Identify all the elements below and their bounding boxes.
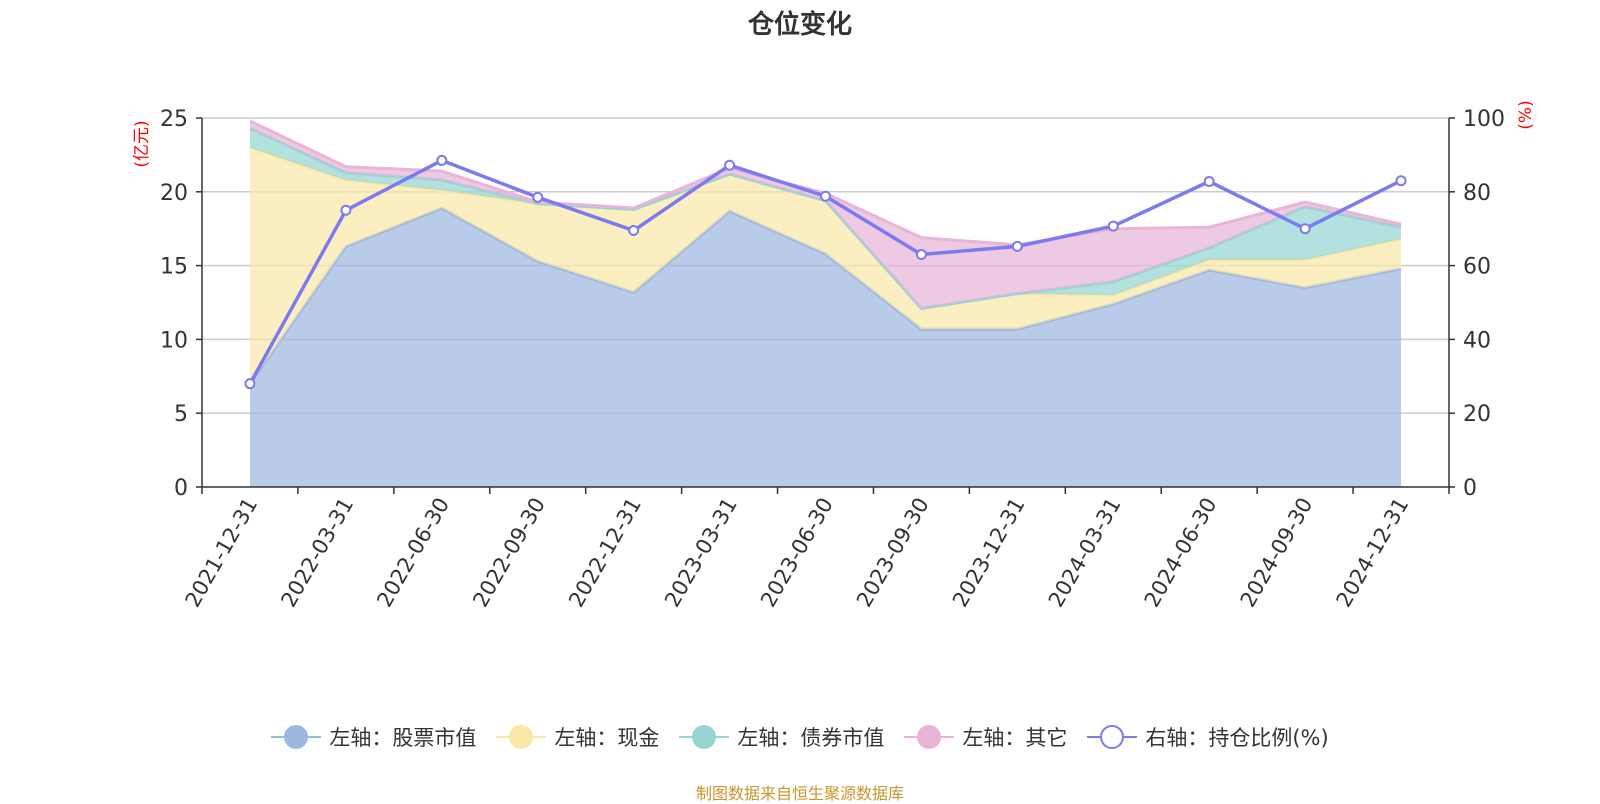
line-point-12 [1395, 175, 1407, 187]
legend-label: 左轴：其它 [962, 726, 1068, 750]
line-point-3 [532, 191, 544, 203]
right-tick-label-0: 0 [1463, 476, 1477, 501]
left-tick-label-4: 20 [160, 181, 188, 206]
line-point-11 [1299, 223, 1311, 235]
legend-label: 左轴：债券市值 [737, 726, 885, 750]
left-tick-label-0: 0 [174, 476, 188, 501]
chart-title: 仓位变化 [747, 10, 852, 40]
line-point-2 [436, 154, 448, 166]
right-tick-label-5: 100 [1463, 107, 1505, 132]
left-tick-label-2: 10 [160, 328, 188, 353]
line-point-8 [1011, 240, 1023, 252]
legend-item-3[interactable]: 左轴：其它 [904, 722, 1067, 752]
x-tick-label-7: 2023-09-30 [852, 494, 934, 612]
line-point-7 [915, 249, 927, 261]
left-tick-label-5: 25 [160, 107, 188, 132]
left-tick-label-3: 15 [160, 255, 188, 280]
right-axis-label: (%) [1516, 100, 1536, 129]
legend-item-0[interactable]: 左轴：股票市值 [271, 722, 476, 752]
line-point-6 [820, 190, 831, 202]
x-tick-label-12: 2024-12-31 [1332, 494, 1414, 612]
left-axis-label: (亿元) [132, 120, 152, 167]
legend-marker-icon [496, 725, 547, 749]
line-point-5 [724, 159, 736, 171]
chart-legend: 左轴：股票市值 左轴：现金 左轴：债券市值 左轴：其它 右轴：持仓比例(%) [0, 722, 1600, 752]
legend-item-1[interactable]: 左轴：现金 [496, 722, 659, 752]
x-tick-label-8: 2023-12-31 [948, 494, 1030, 612]
right-tick-label-4: 80 [1463, 181, 1491, 206]
left-tick-label-1: 5 [174, 402, 188, 427]
x-tick-label-1: 2022-03-31 [276, 494, 358, 612]
area-series-1 [250, 147, 1401, 384]
legend-marker-icon [1087, 725, 1138, 749]
area-series-0 [250, 208, 1401, 487]
line-point-0 [244, 378, 256, 390]
line-point-10 [1203, 175, 1215, 187]
x-tick-label-11: 2024-09-30 [1236, 494, 1318, 612]
x-tick-label-9: 2024-03-31 [1044, 494, 1126, 612]
line-point-9 [1107, 220, 1119, 232]
area-series-3 [250, 121, 1401, 309]
right-tick-label-3: 60 [1463, 255, 1491, 280]
line-point-1 [340, 204, 352, 216]
legend-marker-icon [271, 725, 322, 749]
x-tick-label-2: 2022-06-30 [372, 494, 454, 612]
right-tick-label-2: 40 [1463, 328, 1491, 353]
x-tick-label-4: 2022-12-31 [564, 494, 646, 612]
legend-item-4[interactable]: 右轴：持仓比例(%) [1087, 722, 1329, 752]
data-source-note: 制图数据来自恒生聚源数据库 [695, 784, 904, 803]
x-tick-label-0: 2021-12-31 [180, 494, 262, 612]
line-point-4 [628, 225, 640, 237]
legend-marker-icon [679, 725, 730, 749]
x-tick-label-10: 2024-06-30 [1140, 494, 1222, 612]
x-tick-label-5: 2023-03-31 [660, 494, 742, 612]
legend-label: 左轴：股票市值 [329, 726, 477, 750]
legend-label: 右轴：持仓比例(%) [1145, 726, 1329, 750]
x-tick-label-3: 2022-09-30 [468, 494, 550, 612]
right-tick-label-1: 20 [1463, 402, 1491, 427]
x-tick-label-6: 2023-06-30 [756, 494, 838, 612]
legend-marker-icon [904, 725, 955, 749]
legend-label: 左轴：现金 [554, 726, 660, 750]
legend-item-2[interactable]: 左轴：债券市值 [679, 722, 884, 752]
